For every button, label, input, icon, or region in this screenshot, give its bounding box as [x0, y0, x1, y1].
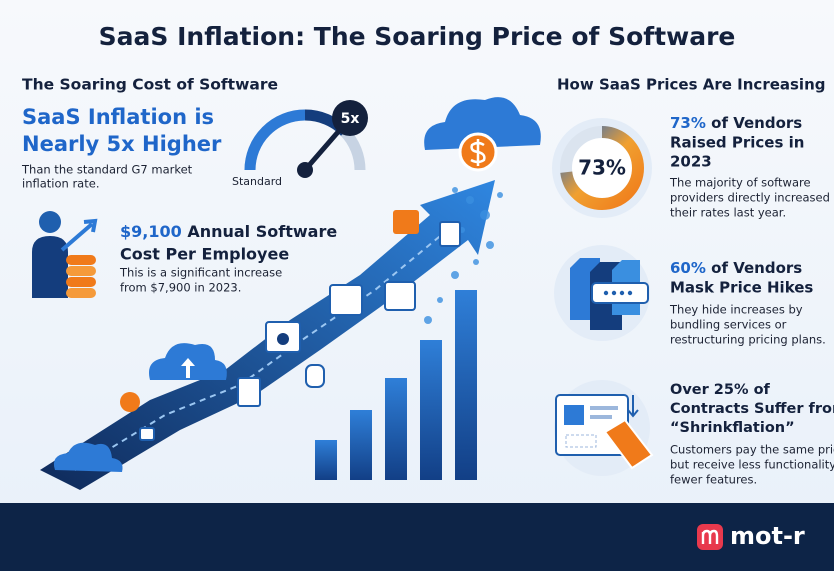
growth-illustration	[40, 97, 541, 490]
cost-heading: Cost Per Employee	[120, 245, 289, 264]
note: They hide increases by	[669, 303, 803, 317]
person-icon	[32, 211, 98, 298]
item-heading-text: of Vendors	[711, 259, 802, 277]
donut-arc	[560, 126, 644, 210]
note: but receive less functionality or	[670, 458, 834, 472]
gauge-multiplier: 5x	[341, 111, 360, 127]
item-heading: Over 25% of	[670, 382, 771, 398]
gauge: 5x Standard	[232, 100, 368, 188]
item-highlight: 73%	[670, 114, 706, 132]
cost-highlight: $9,100	[120, 222, 182, 241]
note: This is a significant increase	[119, 266, 282, 280]
item-heading: Raised Prices in	[670, 134, 804, 152]
note: Than the standard G7 market	[21, 163, 193, 177]
item-heading: 73% of Vendors	[670, 114, 802, 132]
note: bundling services or	[670, 318, 787, 332]
item-heading: Mask Price Hikes	[670, 279, 813, 297]
note: providers directly increased	[670, 191, 830, 205]
note: inflation rate.	[22, 177, 99, 191]
section-heading: How SaaS Prices Are Increasing	[557, 76, 826, 94]
note: from $7,900 in 2023.	[120, 281, 241, 295]
note: The majority of software	[669, 176, 811, 190]
note: fewer features.	[670, 473, 757, 487]
brand-logo-mark	[701, 529, 719, 544]
donut-label: 73%	[578, 156, 626, 180]
item-heading: 2023	[670, 153, 712, 171]
item-highlight: 60%	[670, 259, 706, 277]
note: their rates last year.	[670, 206, 786, 220]
note: Customers pay the same price	[670, 443, 834, 457]
tags-icon	[554, 245, 650, 341]
item-heading: 60% of Vendors	[670, 259, 802, 277]
cost-heading-text: Annual Software	[187, 222, 337, 241]
item-heading: Contracts Suffer from	[670, 401, 834, 417]
item-heading: “Shrinkflation”	[670, 420, 795, 436]
footer	[0, 503, 834, 571]
gauge-baseline: Standard	[232, 175, 282, 188]
page-title: SaaS Inflation: The Soaring Price of Sof…	[99, 22, 736, 51]
brand-name: mot-r	[730, 522, 805, 550]
section-heading: The Soaring Cost of Software	[22, 76, 278, 94]
note: restructuring pricing plans.	[670, 333, 826, 347]
headline: SaaS Inflation is	[22, 105, 214, 129]
item-heading-text: of Vendors	[711, 114, 802, 132]
cost-heading: $9,100 Annual Software	[120, 222, 337, 241]
shrink-icon	[554, 380, 654, 476]
headline: Nearly 5x Higher	[22, 132, 222, 156]
